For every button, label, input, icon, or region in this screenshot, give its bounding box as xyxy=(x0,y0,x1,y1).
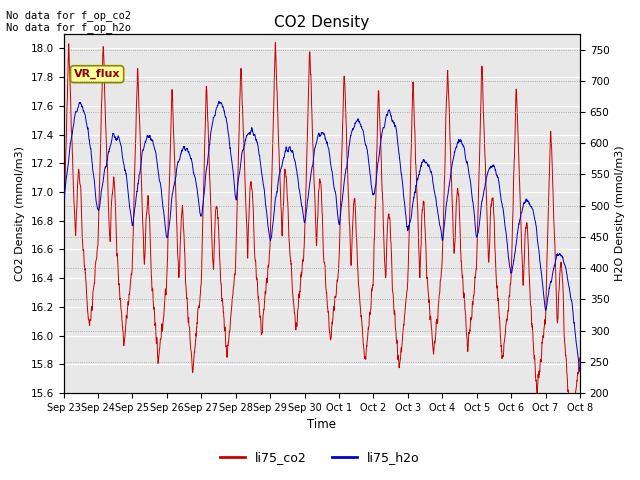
Legend: li75_co2, li75_h2o: li75_co2, li75_h2o xyxy=(215,446,425,469)
Y-axis label: H2O Density (mmol/m3): H2O Density (mmol/m3) xyxy=(615,146,625,281)
X-axis label: Time: Time xyxy=(307,419,336,432)
Y-axis label: CO2 Density (mmol/m3): CO2 Density (mmol/m3) xyxy=(15,146,25,281)
Text: No data for f_op_co2
No data for f_op_h2o: No data for f_op_co2 No data for f_op_h2… xyxy=(6,10,131,33)
Title: CO2 Density: CO2 Density xyxy=(274,15,369,30)
Text: VR_flux: VR_flux xyxy=(74,69,120,79)
